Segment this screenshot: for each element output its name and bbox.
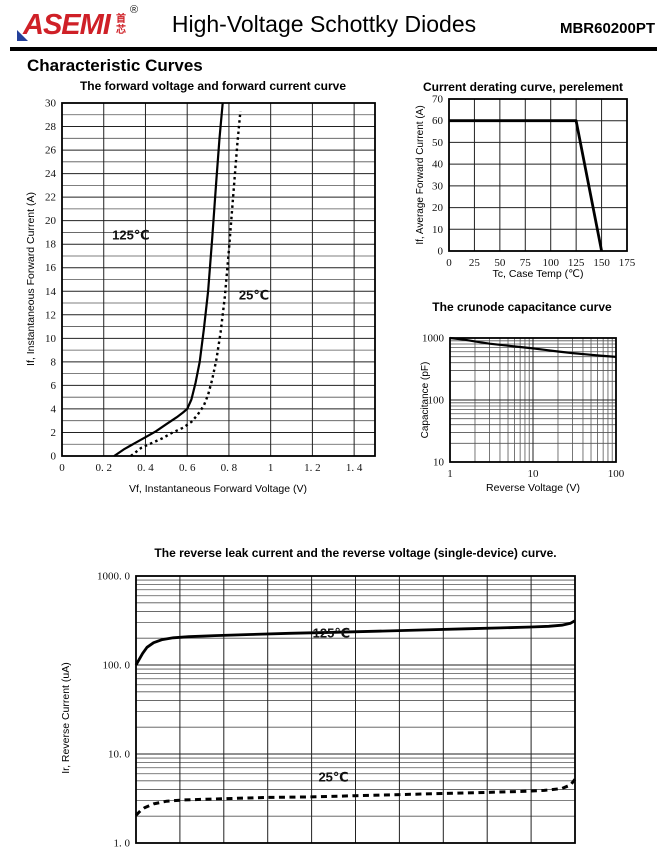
svg-text:30: 30 [432,180,444,192]
svg-text:100: 100 [542,257,559,269]
svg-text:0: 0 [51,451,57,463]
svg-text:0. 4: 0. 4 [137,462,154,474]
svg-text:50: 50 [494,257,506,269]
svg-text:1. 2: 1. 2 [304,462,321,474]
svg-text:25℃: 25℃ [239,288,269,303]
svg-text:75: 75 [520,257,532,269]
part-number: MBR60200PT [559,20,655,37]
svg-text:22: 22 [45,192,56,204]
svg-text:18: 18 [45,239,57,251]
svg-text:125: 125 [568,257,585,269]
svg-text:0: 0 [446,257,452,269]
svg-text:28: 28 [45,121,57,133]
svg-text:100. 0: 100. 0 [103,660,131,672]
svg-text:0. 8: 0. 8 [221,462,238,474]
svg-text:6: 6 [51,380,57,392]
capacitance-curve-title: The crunode capacitance curve [432,300,612,314]
reverse-leakage-curve-title: The reverse leak current and the reverse… [154,546,557,560]
svg-text:2: 2 [51,427,57,439]
reverse-leakage-chart: 125℃ 25℃ 1. 0 10. 0 100. 0 1000. 0 [97,571,577,850]
svg-text:10: 10 [45,333,57,345]
forward-curve-title: The forward voltage and forward current … [79,79,347,93]
forward-chart-y-axis-label: If, Instantaneous Forward Current (A) [25,192,37,366]
section-title: Characteristic Curves [27,56,203,75]
svg-text:175: 175 [619,257,636,269]
svg-text:26: 26 [45,145,57,157]
svg-text:1000. 0: 1000. 0 [97,571,131,583]
svg-text:4: 4 [51,403,57,415]
svg-text:24: 24 [45,168,57,180]
derating-curve-title: Current derating curve, perelement [422,80,624,94]
svg-text:10: 10 [433,457,445,469]
svg-text:125℃: 125℃ [112,227,149,242]
svg-text:20: 20 [432,202,444,214]
svg-text:1000: 1000 [422,333,445,345]
svg-text:60: 60 [432,115,444,127]
derating-chart-y-axis-label: If, Average Forward Current (A) [415,105,426,245]
derating-chart-x-axis-label: Tc, Case Temp (℃) [492,268,584,280]
svg-text:16: 16 [45,262,57,274]
logo-text: ASEMI [23,9,111,41]
forward-chart-x-axis-label: Vf, Instantaneous Forward Voltage (V) [128,483,307,495]
svg-text:10. 0: 10. 0 [108,749,131,761]
reverse-chart-y-axis-label: Ir, Reverse Current (uA) [60,662,72,774]
svg-text:1. 4: 1. 4 [346,462,363,474]
logo-blue-triangle [17,30,28,41]
svg-text:8: 8 [51,356,57,368]
svg-text:40: 40 [432,159,444,171]
svg-text:50: 50 [432,137,444,149]
svg-text:1: 1 [268,462,274,474]
header-divider [10,47,657,51]
svg-text:12: 12 [45,309,56,321]
svg-text:100: 100 [608,468,625,480]
capacitance-chart-x-axis-label: Reverse Voltage (V) [486,482,580,494]
svg-text:70: 70 [432,94,444,106]
svg-text:0. 6: 0. 6 [179,462,196,474]
svg-text:1: 1 [447,468,453,480]
svg-text:150: 150 [593,257,610,269]
svg-text:0. 2: 0. 2 [95,462,112,474]
svg-text:125℃: 125℃ [313,625,350,640]
svg-text:25℃: 25℃ [318,770,348,785]
registered-mark-icon: ® [130,4,139,16]
svg-text:0: 0 [59,462,65,474]
asemi-logo: ASEMI 首芯 ® [13,4,143,46]
svg-text:10: 10 [528,468,540,480]
svg-text:10: 10 [432,224,444,236]
page-title: High-Voltage Schottky Diodes [171,11,477,37]
svg-text:14: 14 [45,286,57,298]
svg-text:1. 0: 1. 0 [114,838,131,850]
derating-chart: 0 10 20 30 40 50 60 70 0 25 50 75 100 125 150 175 [432,94,636,270]
svg-text:20: 20 [45,215,57,227]
capacitance-chart-y-axis-label: Capacitance (pF) [420,361,431,439]
svg-text:0: 0 [438,246,444,258]
svg-text:25: 25 [469,257,481,269]
logo-chinese-text: 首芯 [116,14,126,36]
svg-text:100: 100 [428,395,445,407]
svg-text:30: 30 [45,98,57,110]
